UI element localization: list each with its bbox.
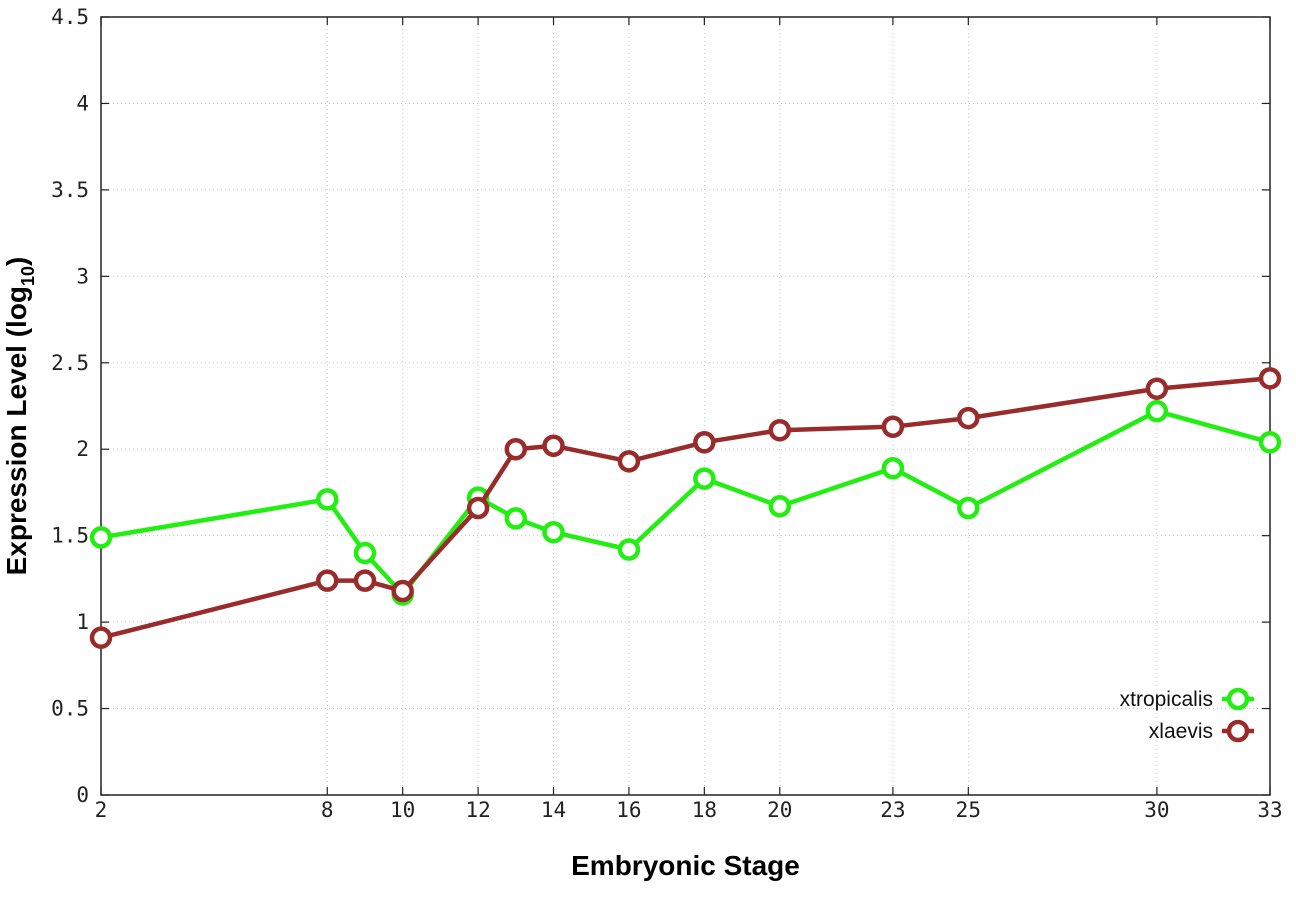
data-point-xtropicalis — [768, 495, 792, 518]
legend-label: xtropicalis — [1120, 688, 1213, 711]
data-point-xtropicalis — [1145, 399, 1169, 423]
data-point-xlaevis — [542, 434, 565, 458]
data-point-xtropicalis — [316, 488, 339, 511]
x-tick-label: 30 — [1144, 798, 1169, 822]
data-point-xtropicalis — [1258, 431, 1282, 454]
data-point-xtropicalis — [504, 507, 528, 530]
x-tick-label: 18 — [692, 798, 717, 822]
data-point-xtropicalis — [881, 456, 905, 480]
data-point-xlaevis — [881, 415, 905, 438]
series-line-xtropicalis — [100, 408, 1271, 597]
data-point-xlaevis — [768, 418, 792, 442]
y-axis-title-subscript: 10 — [18, 266, 38, 286]
data-point-xtropicalis — [693, 467, 716, 490]
data-point-xlaevis — [957, 406, 980, 430]
legend-swatch-marker — [1226, 719, 1250, 743]
y-tick-label: 1.5 — [51, 524, 89, 548]
legend-item-xtropicalis: xtropicalis — [1120, 687, 1254, 711]
data-point-xlaevis — [316, 569, 339, 592]
data-point-xtropicalis — [957, 496, 980, 520]
y-tick-label: 4 — [76, 91, 89, 115]
x-tick-label: 8 — [321, 798, 334, 822]
x-tick-label: 20 — [767, 798, 792, 822]
x-tick-label: 33 — [1257, 798, 1282, 822]
svg-text:Expression Level (log10): Expression Level (log10) — [1, 257, 38, 576]
data-point-xlaevis — [504, 437, 528, 461]
legend-label: xlaevis — [1149, 720, 1213, 743]
data-point-xtropicalis — [617, 538, 641, 561]
y-tick-label: 3 — [76, 264, 89, 288]
y-tick-label: 2 — [76, 437, 89, 461]
data-point-xtropicalis — [542, 520, 565, 544]
data-point-xtropicalis — [89, 526, 113, 549]
legend-item-xlaevis: xlaevis — [1149, 719, 1254, 743]
data-point-xlaevis — [89, 626, 113, 649]
data-point-xlaevis — [466, 496, 490, 520]
data-point-xlaevis — [693, 431, 716, 454]
series-xlaevis — [89, 367, 1282, 649]
x-axis-title: Embryonic Stage — [571, 850, 800, 881]
tick-layer: 0 0.5 1 1.5 2 2.5 3 3.5 4 4.5 2 8 10 12 14 16 18 20 23 25 30… — [51, 5, 1283, 822]
y-tick-label: 4.5 — [51, 5, 89, 29]
plot-frame — [100, 16, 1271, 796]
legend-swatch-marker — [1226, 687, 1250, 711]
legend: xtropicalis xlaevis — [1120, 687, 1254, 743]
data-point-xlaevis — [353, 569, 377, 592]
y-tick-label: 1 — [76, 610, 89, 634]
series-layer — [89, 367, 1282, 649]
x-tick-label: 25 — [956, 798, 981, 822]
x-tick-label: 2 — [95, 798, 108, 822]
y-axis-title-close: ) — [1, 257, 32, 266]
x-tick-label: 16 — [616, 798, 641, 822]
data-point-xlaevis — [391, 579, 414, 603]
y-axis-title: Expression Level (log10) — [1, 257, 38, 576]
y-tick-label: 0.5 — [51, 697, 89, 721]
x-tick-label: 14 — [541, 798, 566, 822]
y-tick-label: 3.5 — [51, 178, 89, 202]
data-point-xlaevis — [1258, 367, 1282, 390]
y-axis-title-main: Expression Level (log — [1, 286, 32, 575]
x-tick-label: 23 — [880, 798, 905, 822]
data-point-xtropicalis — [353, 541, 377, 565]
y-tick-label: 0 — [76, 783, 89, 807]
x-tick-label: 10 — [390, 798, 415, 822]
x-tick-label: 12 — [465, 798, 490, 822]
y-tick-label: 2.5 — [51, 351, 89, 375]
data-point-xlaevis — [617, 450, 641, 473]
grid-layer — [101, 17, 1270, 795]
series-xtropicalis — [89, 399, 1282, 606]
data-point-xlaevis — [1145, 377, 1169, 400]
